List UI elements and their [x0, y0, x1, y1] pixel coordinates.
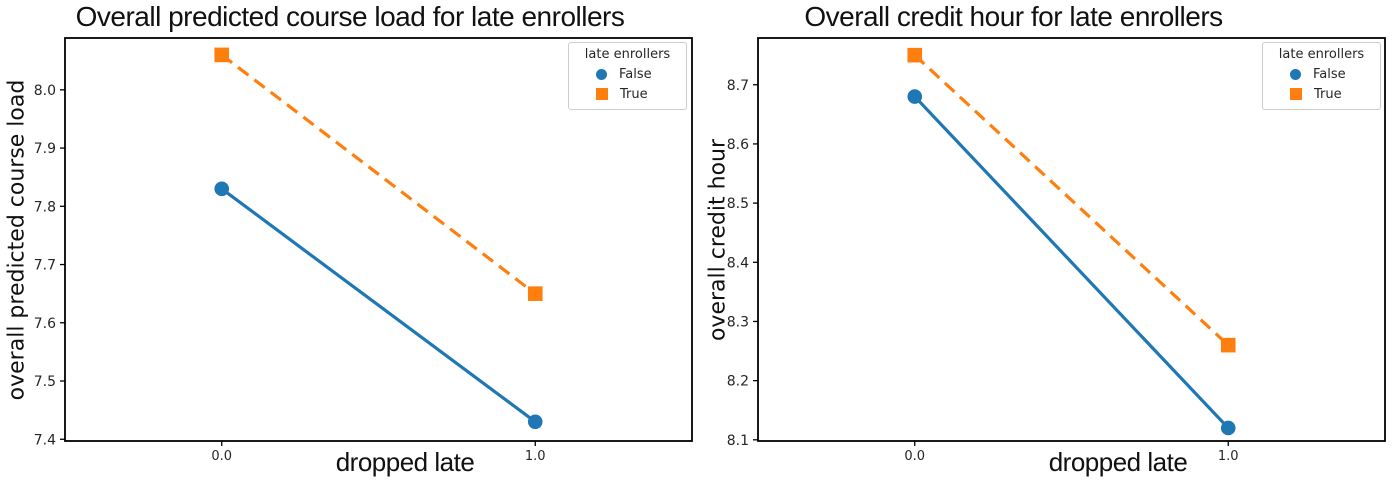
y-tick-label: 7.7: [34, 258, 56, 274]
legend-item-true: True: [569, 84, 686, 104]
y-tick-label: 8.4: [727, 255, 749, 271]
series-true-square-marker: [1220, 337, 1236, 353]
false-circle-marker-icon: [1290, 68, 1301, 80]
x-tick-label: 0.0: [211, 449, 232, 464]
legend-item-label: False: [1313, 66, 1346, 82]
x-axis-label: dropped late: [335, 447, 475, 477]
legend-item-false: False: [569, 64, 686, 84]
plot-area: 8.1 8.2 8.3 8.4 8.5 8.6 8.7 0.0 1.0: [727, 37, 1386, 464]
plot-area: 7.4 7.5 7.6 7.7 7.8 7.9 8.0 0.0 1.0: [34, 37, 693, 464]
legend-title: late enrollers: [584, 47, 671, 62]
x-tick-label: 0.0: [904, 449, 925, 464]
y-tick-label: 8.0: [34, 83, 56, 99]
series-true-square-marker: [214, 47, 230, 63]
series-false-circle-marker: [1220, 420, 1236, 436]
legend-item-label: True: [620, 86, 648, 102]
y-tick-label: 8.7: [727, 78, 749, 94]
legend: late enrollers False True: [568, 42, 687, 110]
legend: late enrollers False True: [1262, 42, 1381, 110]
series-false-line: [913, 95, 1230, 430]
chart-credit-hour: Overall credit hour for late enrollers o…: [700, 0, 1400, 500]
axes-box: [64, 37, 693, 442]
y-tick-label: 7.9: [34, 141, 56, 157]
y-tick-label: 8.5: [727, 196, 749, 212]
y-tick-label: 7.4: [34, 432, 56, 448]
y-tick-label: 8.3: [727, 314, 749, 330]
axes-box: [757, 37, 1386, 442]
legend-item-false: False: [1263, 64, 1380, 84]
y-tick-label: 8.6: [727, 137, 749, 153]
series-false-circle-marker: [214, 181, 230, 197]
x-tick-label: 1.0: [525, 449, 546, 464]
legend-item-label: False: [619, 66, 652, 82]
true-square-marker-icon: [1290, 88, 1302, 100]
x-tick-label: 1.0: [1218, 449, 1239, 464]
chart-title: Overall predicted course load for late e…: [75, 1, 625, 32]
y-tick-label: 7.8: [34, 199, 56, 215]
series-true-line: [220, 53, 537, 295]
y-tick-label: 7.6: [34, 316, 56, 332]
legend-item-true: True: [1263, 84, 1380, 104]
series-false-line: [220, 187, 537, 424]
true-square-marker-icon: [596, 88, 608, 100]
y-tick-label: 8.2: [727, 374, 749, 390]
x-axis-label: dropped late: [1048, 447, 1188, 477]
chart-predicted-course-load: Overall predicted course load for late e…: [5, 1, 693, 477]
series-false-circle-marker: [527, 414, 543, 430]
false-circle-marker-icon: [596, 68, 607, 80]
y-tick-label: 7.5: [34, 374, 56, 390]
series-true-square-marker: [907, 47, 923, 63]
chart-title: Overall credit hour for late enrollers: [804, 1, 1223, 32]
legend-item-label: True: [1314, 86, 1342, 102]
series-true-square-marker: [527, 286, 543, 301]
y-tick-label: 8.1: [727, 433, 749, 449]
series-false-circle-marker: [907, 89, 923, 104]
series-true-line: [913, 53, 1230, 347]
legend-title: late enrollers: [1278, 47, 1365, 62]
